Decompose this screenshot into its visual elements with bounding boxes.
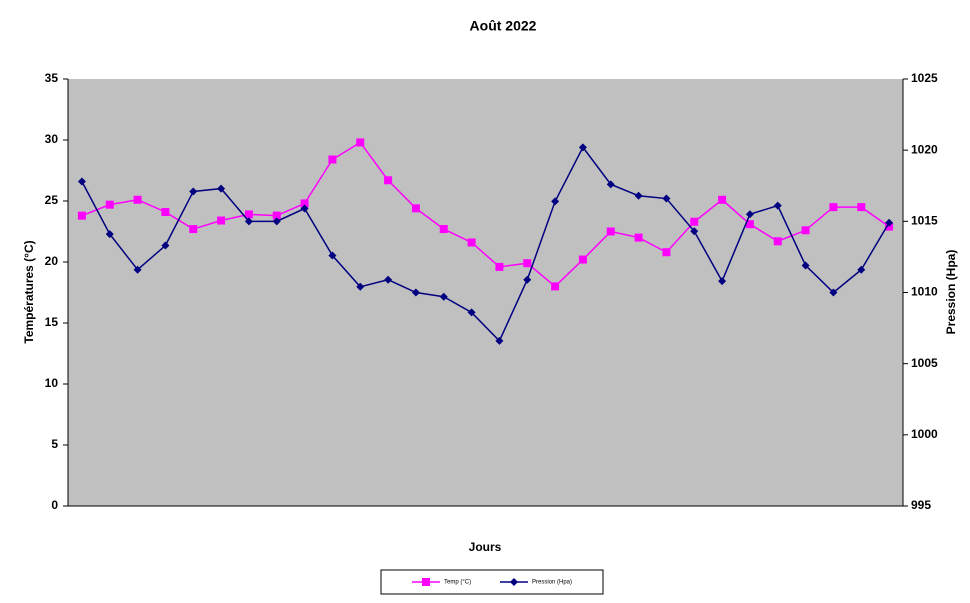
series-marker: [384, 176, 393, 185]
series-marker: [829, 203, 838, 212]
x-axis-label: Jours: [469, 540, 502, 554]
y2-tick-label: 995: [911, 498, 931, 512]
series-marker: [133, 265, 142, 274]
y2-tick-label: 1010: [911, 285, 938, 299]
series-marker: [217, 216, 226, 225]
series-marker: [467, 238, 476, 247]
series-marker: [300, 204, 309, 213]
series-marker: [578, 143, 587, 152]
series-marker: [857, 203, 866, 212]
series-marker: [105, 200, 114, 209]
series-marker: [745, 210, 754, 219]
y2-axis-label: Pression (Hpa): [944, 250, 958, 335]
series-marker: [718, 277, 727, 286]
legend-label: Temp (°C): [444, 580, 471, 586]
series-marker: [217, 184, 226, 193]
y-tick-label: 5: [51, 437, 58, 451]
series-marker: [551, 282, 560, 291]
series-marker: [77, 211, 86, 220]
series-marker: [384, 275, 393, 284]
series-marker: [606, 227, 615, 236]
y-axis-label: Températures (°C): [22, 240, 36, 343]
series-marker: [495, 262, 504, 271]
series-marker: [718, 195, 727, 204]
series-marker: [356, 282, 365, 291]
legend-label: Pression (Hpa): [532, 580, 572, 586]
series-marker: [662, 248, 671, 257]
series-line: [81, 145, 890, 343]
series-marker: [690, 227, 699, 236]
series-marker: [745, 220, 754, 229]
series-marker: [690, 217, 699, 226]
series-marker: [189, 225, 198, 234]
series-marker: [885, 218, 894, 227]
y-tick-label: 15: [45, 315, 59, 329]
series-marker: [244, 217, 253, 226]
series-marker: [300, 199, 309, 208]
series-marker: [189, 187, 198, 196]
series-marker: [829, 288, 838, 297]
y-tick-label: 25: [45, 193, 59, 207]
series-marker: [356, 138, 365, 147]
series-marker: [411, 204, 420, 213]
y2-tick-label: 1000: [911, 427, 938, 441]
y2-tick-label: 1020: [911, 142, 938, 156]
series-marker: [523, 275, 532, 284]
series-marker: [634, 233, 643, 242]
series-marker: [439, 225, 448, 234]
series-marker: [634, 191, 643, 200]
series-marker: [523, 259, 532, 268]
series-marker: [773, 201, 782, 210]
series-marker: [244, 210, 253, 219]
series-marker: [161, 207, 170, 216]
plot-area: [68, 79, 903, 506]
y-tick-label: 20: [45, 254, 59, 268]
y2-tick-label: 1025: [911, 71, 938, 85]
series-marker: [495, 336, 504, 345]
y2-tick-label: 1005: [911, 356, 938, 370]
series-marker: [328, 155, 337, 164]
legend-marker: [510, 578, 518, 586]
chart-title: Août 2022: [470, 18, 537, 34]
series-marker: [857, 265, 866, 274]
series-marker: [773, 237, 782, 246]
y-tick-label: 30: [45, 132, 59, 146]
series-marker: [328, 251, 337, 260]
series-marker: [161, 241, 170, 250]
series-marker: [801, 261, 810, 270]
series-marker: [272, 211, 281, 220]
series-line: [81, 141, 890, 288]
series-marker: [662, 194, 671, 203]
y-tick-label: 0: [51, 498, 58, 512]
series-marker: [77, 177, 86, 186]
series-marker: [467, 308, 476, 317]
y-tick-label: 35: [45, 71, 59, 85]
series-marker: [578, 255, 587, 264]
legend-marker: [422, 578, 430, 586]
series-marker: [272, 217, 281, 226]
series-marker: [133, 195, 142, 204]
series-marker: [439, 292, 448, 301]
series-marker: [606, 180, 615, 189]
series-marker: [801, 226, 810, 235]
series-marker: [411, 288, 420, 297]
y2-tick-label: 1015: [911, 214, 938, 228]
series-marker: [551, 197, 560, 206]
series-marker: [105, 230, 114, 239]
y-tick-label: 10: [45, 376, 59, 390]
